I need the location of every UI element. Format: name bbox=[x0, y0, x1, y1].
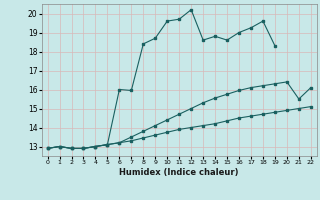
X-axis label: Humidex (Indice chaleur): Humidex (Indice chaleur) bbox=[119, 168, 239, 177]
